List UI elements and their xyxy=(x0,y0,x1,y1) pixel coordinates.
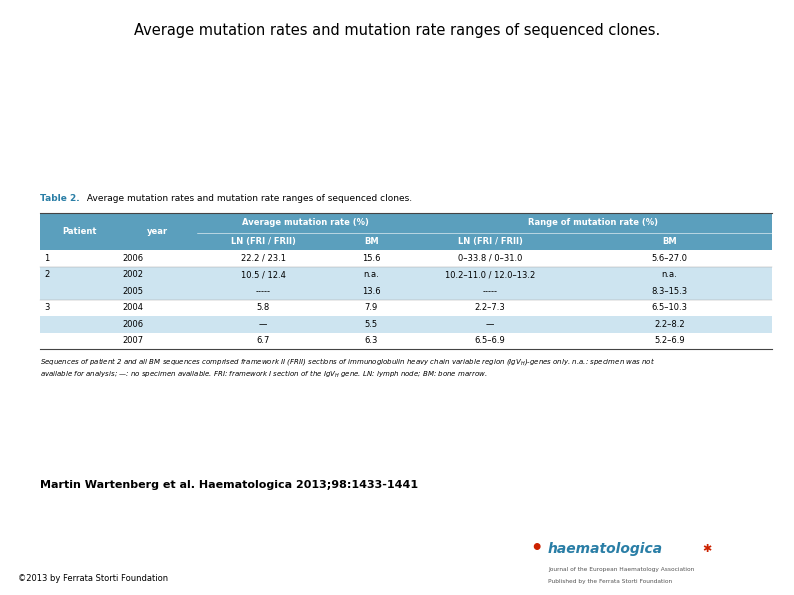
Text: —: — xyxy=(486,320,495,329)
Bar xyxy=(40,333,772,349)
Bar xyxy=(40,267,772,283)
Text: available for analysis; —: no specimen available. FRI: framework I section of th: available for analysis; —: no specimen a… xyxy=(40,369,488,380)
Text: 2002: 2002 xyxy=(122,270,144,279)
Text: 7.9: 7.9 xyxy=(364,303,378,312)
Text: BM: BM xyxy=(662,237,676,246)
Bar xyxy=(40,213,772,250)
Text: 10.5 / 12.4: 10.5 / 12.4 xyxy=(241,270,286,279)
Text: 10.2–11.0 / 12.0–13.2: 10.2–11.0 / 12.0–13.2 xyxy=(445,270,535,279)
Text: 0–33.8 / 0–31.0: 0–33.8 / 0–31.0 xyxy=(458,253,522,263)
Text: Range of mutation rate (%): Range of mutation rate (%) xyxy=(528,218,657,227)
Text: 15.6: 15.6 xyxy=(362,253,380,263)
Text: LN (FRI / FRII): LN (FRI / FRII) xyxy=(458,237,522,246)
Text: BM: BM xyxy=(364,237,379,246)
Text: 3: 3 xyxy=(44,303,49,312)
Bar xyxy=(40,299,772,316)
Text: 2006: 2006 xyxy=(122,320,144,329)
Text: 13.6: 13.6 xyxy=(362,287,380,296)
Text: 2.2–7.3: 2.2–7.3 xyxy=(475,303,506,312)
Bar xyxy=(40,250,772,267)
Text: n.a.: n.a. xyxy=(661,270,677,279)
Text: Published by the Ferrata Storti Foundation: Published by the Ferrata Storti Foundati… xyxy=(548,579,673,584)
Text: 6.7: 6.7 xyxy=(256,336,270,345)
Text: -----: ----- xyxy=(256,287,271,296)
Text: 5.8: 5.8 xyxy=(256,303,270,312)
Text: Table 2.: Table 2. xyxy=(40,194,79,203)
Text: 6.3: 6.3 xyxy=(364,336,378,345)
Text: —: — xyxy=(259,320,268,329)
Text: 5.5: 5.5 xyxy=(364,320,378,329)
Text: 2: 2 xyxy=(44,270,49,279)
Text: 2006: 2006 xyxy=(122,253,144,263)
Text: Sequences of patient 2 and all BM sequences comprised framework II (FRII) sectio: Sequences of patient 2 and all BM sequen… xyxy=(40,356,655,367)
Text: 2007: 2007 xyxy=(122,336,144,345)
Text: year: year xyxy=(148,227,168,236)
Text: Patient: Patient xyxy=(62,227,96,236)
Text: ✱: ✱ xyxy=(702,544,711,554)
Text: 5.6–27.0: 5.6–27.0 xyxy=(652,253,688,263)
Text: 5.2–6.9: 5.2–6.9 xyxy=(654,336,685,345)
Text: haematologica: haematologica xyxy=(548,542,663,556)
Text: ©2013 by Ferrata Storti Foundation: ©2013 by Ferrata Storti Foundation xyxy=(18,574,168,583)
Bar xyxy=(40,283,772,299)
Bar xyxy=(40,316,772,333)
Text: n.a.: n.a. xyxy=(364,270,379,279)
Text: 8.3–15.3: 8.3–15.3 xyxy=(651,287,688,296)
Text: 2004: 2004 xyxy=(122,303,144,312)
Text: LN (FRI / FRII): LN (FRI / FRII) xyxy=(231,237,295,246)
Text: 2005: 2005 xyxy=(122,287,144,296)
Text: 2.2–8.2: 2.2–8.2 xyxy=(654,320,685,329)
Text: -----: ----- xyxy=(483,287,498,296)
Text: Average mutation rates and mutation rate ranges of sequenced clones.: Average mutation rates and mutation rate… xyxy=(84,194,412,203)
Text: 22.2 / 23.1: 22.2 / 23.1 xyxy=(241,253,286,263)
Text: Average mutation rates and mutation rate ranges of sequenced clones.: Average mutation rates and mutation rate… xyxy=(134,23,660,38)
Text: 1: 1 xyxy=(44,253,49,263)
Text: 6.5–10.3: 6.5–10.3 xyxy=(652,303,688,312)
Text: 6.5–6.9: 6.5–6.9 xyxy=(475,336,506,345)
Text: Average mutation rate (%): Average mutation rate (%) xyxy=(242,218,368,227)
Text: Martin Wartenberg et al. Haematologica 2013;98:1433-1441: Martin Wartenberg et al. Haematologica 2… xyxy=(40,480,418,490)
Text: Journal of the European Haematology Association: Journal of the European Haematology Asso… xyxy=(548,567,694,572)
Text: •: • xyxy=(530,540,542,559)
